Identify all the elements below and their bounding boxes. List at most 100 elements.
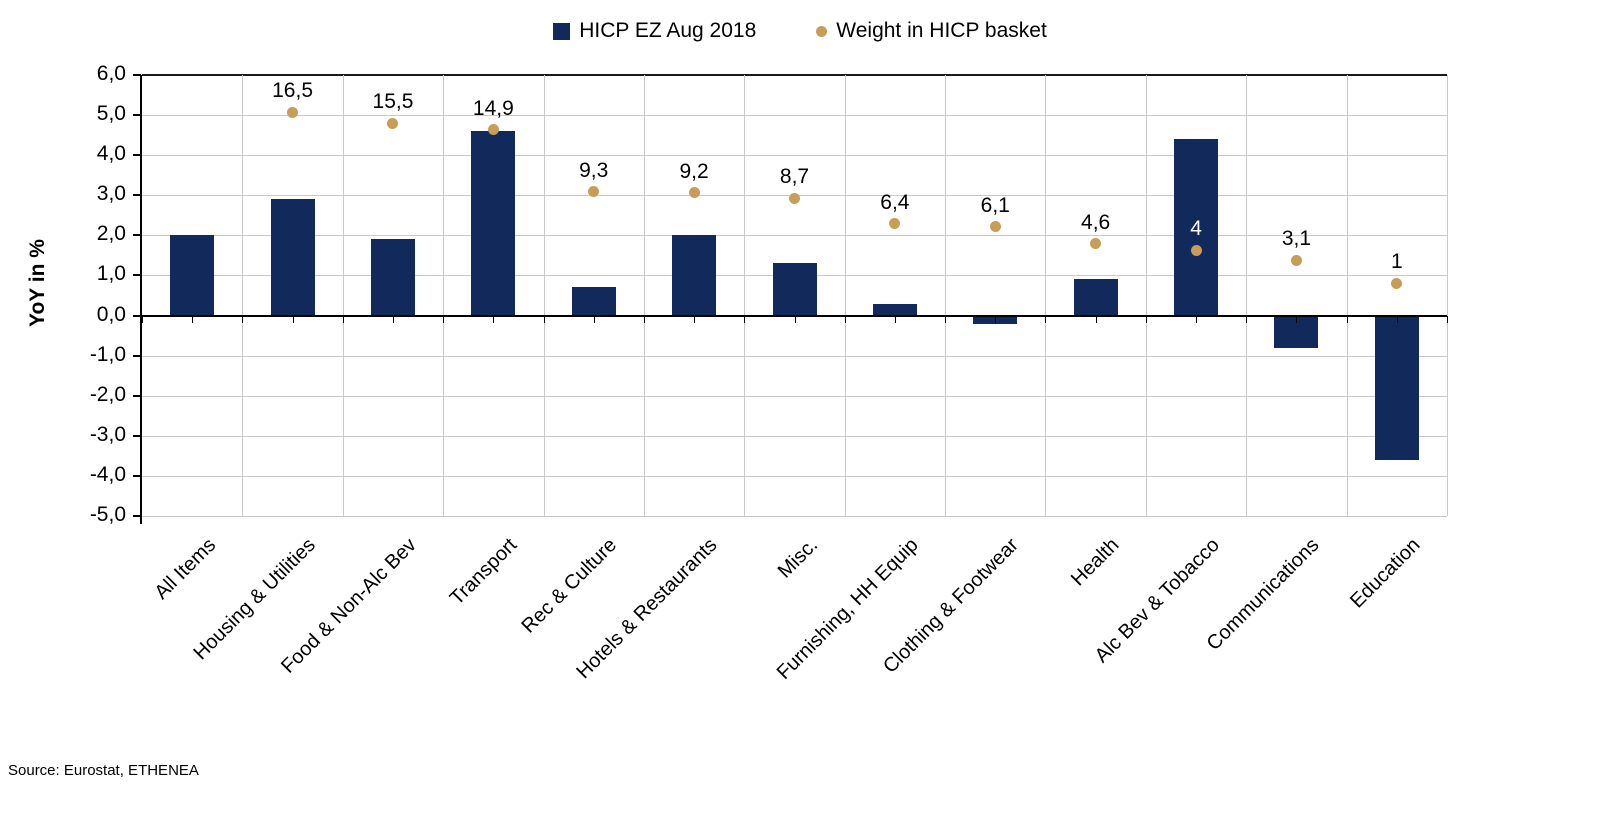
x-axis-label: Rec & Culture [517, 534, 622, 638]
weight-label: 6,4 [880, 190, 910, 214]
weight-label: 14,9 [472, 96, 514, 120]
x-axis-label: Health [1066, 534, 1124, 591]
v-gridline [1447, 75, 1448, 516]
x-axis-tick [142, 315, 143, 323]
h-gridline [142, 435, 1447, 437]
y-tick-label: -5,0 [89, 503, 126, 526]
v-gridline [342, 75, 344, 516]
bar-all-items [170, 235, 215, 316]
v-gridline [443, 75, 445, 516]
weight-dot-health [1090, 238, 1102, 250]
y-tick-label: 4,0 [96, 142, 126, 166]
y-tick-label: -4,0 [89, 462, 126, 486]
y-axis-tick [133, 354, 141, 357]
x-axis-tick [1447, 315, 1448, 323]
bar-furnishing-hh-equip [872, 303, 917, 316]
source-note: Source: Eurostat, ETHENEA [8, 762, 199, 779]
weight-dot-hotels-restaurants [688, 187, 700, 199]
weight-label: 4 [1190, 217, 1202, 241]
y-axis-tick [133, 114, 141, 117]
weight-dot-alc-bev-tobacco [1190, 244, 1202, 256]
x-axis-tick [292, 315, 294, 323]
x-axis-tick [443, 315, 445, 323]
y-tick-label: 1,0 [96, 262, 126, 286]
y-axis-tick [133, 154, 141, 157]
x-axis-tick [1396, 315, 1398, 323]
x-axis-tick [744, 315, 746, 323]
bar-housing-utilities [270, 199, 315, 316]
x-axis-tick [1346, 315, 1348, 323]
legend-item-weight: Weight in HICP basket [816, 19, 1047, 43]
weight-label: 1 [1390, 250, 1403, 274]
x-axis-tick [493, 315, 495, 323]
weight-label: 9,3 [579, 158, 609, 182]
bar-series-swatch-icon [553, 22, 571, 40]
y-axis-tick [133, 515, 141, 517]
weight-dot-misc- [789, 192, 800, 204]
v-gridline [1346, 75, 1348, 516]
h-gridline [142, 115, 1447, 117]
y-axis-tick [133, 394, 141, 397]
y-axis-tick [133, 194, 141, 197]
v-gridline [242, 75, 244, 516]
weight-label: 3,1 [1281, 227, 1312, 251]
x-axis-tick [1296, 315, 1298, 323]
h-gridline [142, 155, 1447, 157]
legend-label-weight: Weight in HICP basket [836, 19, 1047, 42]
bar-health [1073, 279, 1118, 316]
y-axis-tick [133, 234, 141, 237]
weight-dot-clothing-footwear [989, 221, 1001, 233]
y-axis-tick [133, 274, 141, 277]
x-axis-tick [242, 315, 244, 323]
x-axis-label: Education [1345, 534, 1425, 613]
y-tick-label: -1,0 [89, 342, 126, 366]
legend-item-hicp: HICP EZ Aug 2018 [553, 19, 756, 43]
x-axis-tick [1246, 315, 1248, 323]
chart-legend: HICP EZ Aug 2018 Weight in HICP basket [0, 14, 1600, 48]
y-tick-label: -3,0 [89, 422, 126, 446]
y-tick-label: 5,0 [96, 102, 126, 126]
x-axis-tick [945, 315, 947, 323]
x-axis-label: All Items [149, 534, 220, 604]
dot-series-swatch-icon [816, 25, 828, 37]
weight-label: 8,7 [779, 165, 810, 189]
x-axis-tick [794, 315, 796, 323]
weight-label: 4,6 [1081, 210, 1111, 234]
x-axis-tick [342, 315, 344, 323]
v-gridline [543, 75, 545, 516]
y-tick-label: 3,0 [96, 182, 126, 206]
h-gridline [142, 475, 1447, 477]
weight-label: 16,5 [272, 79, 313, 103]
bar-rec-culture [571, 287, 616, 316]
h-gridline [142, 516, 1447, 517]
weight-label: 15,5 [372, 90, 414, 114]
x-axis-tick [1045, 315, 1047, 323]
y-axis-tick [133, 474, 141, 477]
weight-dot-food-non-alc-bev [387, 117, 399, 129]
weight-dot-furnishing-hh-equip [889, 218, 901, 230]
x-axis-tick [1145, 315, 1147, 323]
y-axis-tick [133, 314, 141, 317]
x-axis-tick [192, 315, 194, 323]
x-axis-tick [392, 315, 394, 323]
plot-top-border [142, 74, 1447, 76]
h-gridline [142, 355, 1447, 357]
x-axis-tick [543, 315, 545, 323]
x-axis-label: Transport [445, 534, 521, 610]
v-gridline [1246, 75, 1248, 516]
x-axis-tick [995, 315, 997, 323]
x-axis-tick [1196, 315, 1198, 323]
y-tick-label: 6,0 [96, 62, 126, 85]
v-gridline [1045, 75, 1047, 516]
y-tick-label: 2,0 [96, 222, 126, 246]
h-gridline [142, 235, 1447, 237]
v-gridline [844, 75, 846, 516]
weight-dot-education [1391, 277, 1403, 289]
weight-dot-transport [487, 124, 499, 136]
weight-dot-rec-culture [588, 186, 600, 198]
bar-hotels-restaurants [672, 235, 717, 316]
x-axis-tick [694, 315, 696, 323]
y-axis-tick [133, 74, 141, 76]
y-tick-label: -2,0 [89, 382, 126, 406]
